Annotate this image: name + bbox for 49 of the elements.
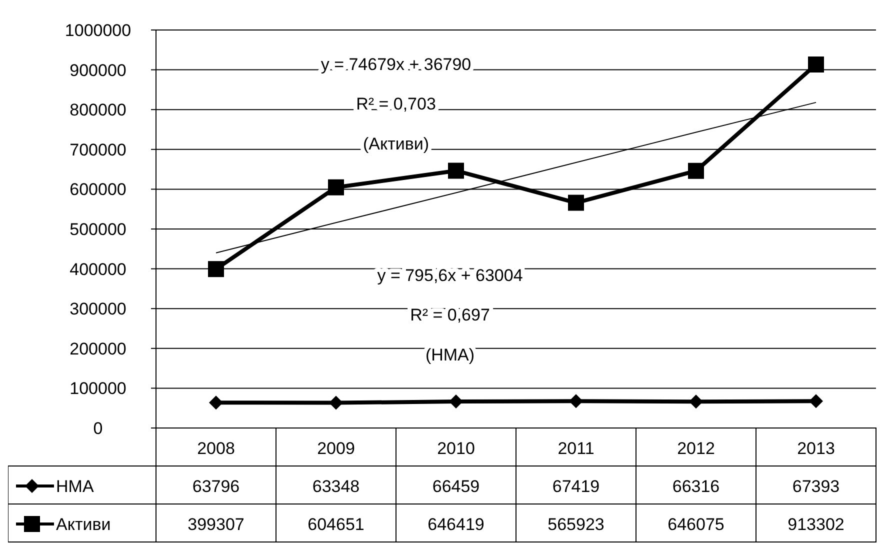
point <box>208 261 224 278</box>
y-tick-label: 1000000 <box>64 21 132 40</box>
point <box>329 396 343 410</box>
y-tick-label: 300000 <box>70 300 126 319</box>
data-label: 913302 <box>788 515 844 534</box>
x-tick-label: 2008 <box>197 439 235 458</box>
y-tick-label: 900000 <box>70 60 126 80</box>
x-tick-label: 2012 <box>677 439 715 458</box>
point <box>688 162 704 179</box>
annotation: y = 74679x + 36790 <box>320 54 472 74</box>
data-label: 67419 <box>552 477 600 496</box>
point <box>809 394 823 408</box>
y-tick-label: 800000 <box>70 100 126 120</box>
legend-label: НМА <box>56 477 94 496</box>
annotation: (Активи) <box>362 134 430 154</box>
data-label: 63348 <box>312 477 360 496</box>
point <box>328 179 344 196</box>
y-tick-label: 200000 <box>70 339 126 358</box>
annotation: y = 795,6x + 63004 <box>377 266 523 285</box>
point <box>449 394 463 409</box>
point <box>689 394 703 409</box>
data-label: 604651 <box>308 515 364 534</box>
y-tick-label: 0 <box>93 419 103 438</box>
point <box>808 56 824 73</box>
legend-label: Активи <box>56 515 111 534</box>
data-label: 646419 <box>428 515 484 534</box>
data-label: 646075 <box>668 515 724 534</box>
x-tick-label: 2011 <box>558 439 594 458</box>
x-tick-label: 2013 <box>797 439 835 458</box>
x-tick-label: 2010 <box>437 439 475 458</box>
annotation: R² = 0,697 <box>410 306 490 325</box>
annotation: (НМА) <box>425 345 475 364</box>
point <box>209 396 223 410</box>
point <box>448 162 464 179</box>
point <box>569 394 583 408</box>
x-tick-label: 2009 <box>317 439 355 458</box>
y-tick-label: 500000 <box>70 220 126 239</box>
data-label: 66316 <box>672 477 720 496</box>
y-tick-label: 100000 <box>70 379 126 398</box>
data-label: 565923 <box>548 515 604 534</box>
point <box>568 194 584 211</box>
data-label: 63796 <box>192 477 240 496</box>
annotation: R² = 0,703 <box>356 94 436 114</box>
y-tick-label: 700000 <box>70 140 126 160</box>
data-label: 67393 <box>792 477 840 496</box>
data-label: 66459 <box>432 477 480 496</box>
data-label: 399307 <box>188 515 244 534</box>
y-tick-label: 600000 <box>70 180 126 200</box>
y-tick-label: 400000 <box>70 260 126 279</box>
